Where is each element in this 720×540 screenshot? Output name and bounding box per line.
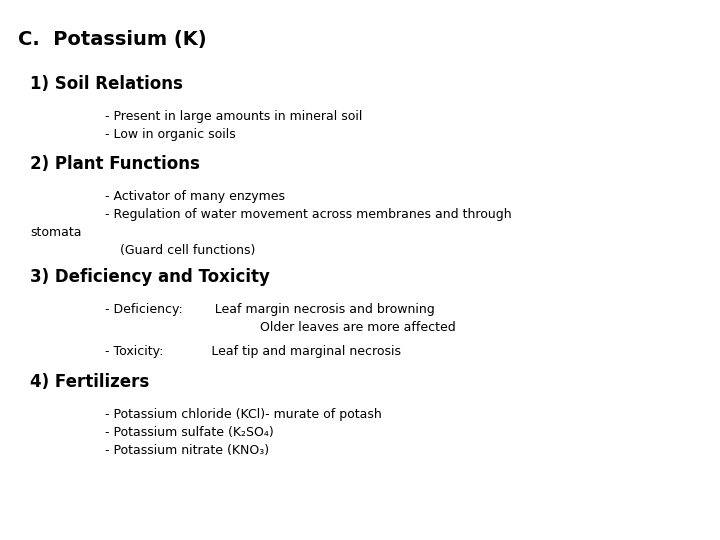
Text: (Guard cell functions): (Guard cell functions) — [120, 244, 256, 257]
Text: 4) Fertilizers: 4) Fertilizers — [30, 373, 149, 391]
Text: 1) Soil Relations: 1) Soil Relations — [30, 75, 183, 93]
Text: C.  Potassium (K): C. Potassium (K) — [18, 30, 207, 49]
Text: stomata: stomata — [30, 226, 81, 239]
Text: - Potassium chloride (KCl)- murate of potash: - Potassium chloride (KCl)- murate of po… — [105, 408, 382, 421]
Text: 2) Plant Functions: 2) Plant Functions — [30, 155, 200, 173]
Text: - Toxicity:            Leaf tip and marginal necrosis: - Toxicity: Leaf tip and marginal necros… — [105, 345, 401, 358]
Text: Older leaves are more affected: Older leaves are more affected — [260, 321, 456, 334]
Text: - Regulation of water movement across membranes and through: - Regulation of water movement across me… — [105, 208, 512, 221]
Text: - Potassium sulfate (K₂SO₄): - Potassium sulfate (K₂SO₄) — [105, 426, 274, 439]
Text: - Present in large amounts in mineral soil: - Present in large amounts in mineral so… — [105, 110, 362, 123]
Text: - Activator of many enzymes: - Activator of many enzymes — [105, 190, 285, 203]
Text: 3) Deficiency and Toxicity: 3) Deficiency and Toxicity — [30, 268, 270, 286]
Text: - Potassium nitrate (KNO₃): - Potassium nitrate (KNO₃) — [105, 444, 269, 457]
Text: - Deficiency:        Leaf margin necrosis and browning: - Deficiency: Leaf margin necrosis and b… — [105, 303, 435, 316]
Text: - Low in organic soils: - Low in organic soils — [105, 128, 235, 141]
